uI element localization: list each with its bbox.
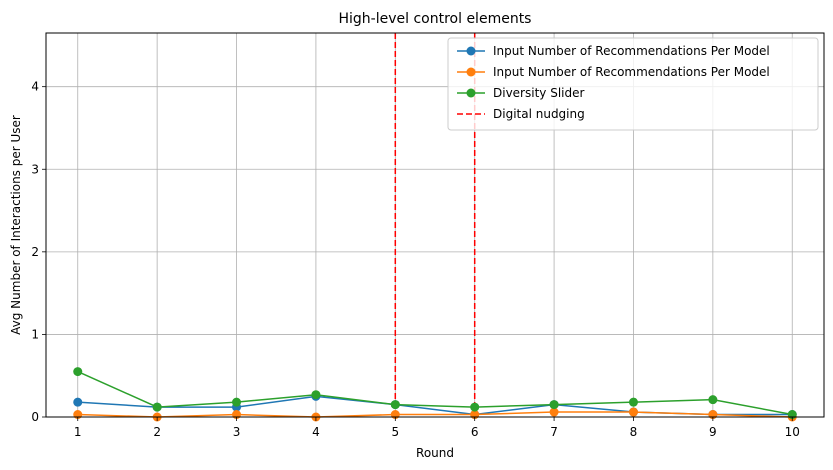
y-tick-label: 1 [31, 327, 39, 341]
plot-frame [45, 32, 825, 418]
data-point [470, 402, 480, 412]
legend-marker [466, 46, 476, 56]
chart-title: High-level control elements [339, 11, 532, 27]
legend: Input Number of Recommendations Per Mode… [447, 37, 819, 131]
data-point [311, 390, 321, 400]
y-tick-label: 4 [31, 80, 39, 94]
legend-label: Input Number of Recommendations Per Mode… [493, 65, 770, 79]
data-point [390, 400, 400, 410]
legend-box [447, 37, 819, 131]
y-axis-label: Avg Number of Interactions per User [9, 115, 23, 335]
data-point [628, 397, 638, 407]
x-tick-label: 4 [312, 425, 320, 439]
x-axis: 1 2 3 4 5 6 7 8 9 10 [74, 417, 800, 439]
x-tick-label: 5 [391, 425, 399, 439]
legend-label: Input Number of Recommendations Per Mode… [493, 44, 770, 58]
data-point [708, 395, 718, 405]
y-axis: 0 1 2 3 4 [31, 80, 46, 424]
data-point [73, 397, 83, 407]
y-tick-label: 3 [31, 162, 39, 176]
data-point [549, 407, 559, 417]
series-line-3 [77, 370, 793, 416]
x-tick-label: 6 [471, 425, 479, 439]
x-tick-label: 1 [74, 425, 82, 439]
data-point [232, 397, 242, 407]
x-tick-label: 10 [785, 425, 800, 439]
legend-label: Diversity Slider [493, 86, 584, 100]
x-tick-label: 2 [153, 425, 161, 439]
data-point [628, 407, 638, 417]
x-axis-label: Round [416, 446, 454, 460]
data-point [73, 367, 83, 377]
legend-label: Digital nudging [493, 107, 585, 121]
legend-marker [466, 88, 476, 98]
x-tick-label: 3 [233, 425, 241, 439]
y-tick-label: 2 [31, 245, 39, 259]
legend-marker [466, 67, 476, 77]
data-point [549, 400, 559, 410]
x-tick-label: 7 [550, 425, 558, 439]
y-tick-label: 0 [31, 410, 39, 424]
x-tick-label: 9 [709, 425, 717, 439]
series-line-2 [77, 411, 793, 418]
data-point [152, 402, 162, 412]
x-tick-label: 8 [630, 425, 638, 439]
